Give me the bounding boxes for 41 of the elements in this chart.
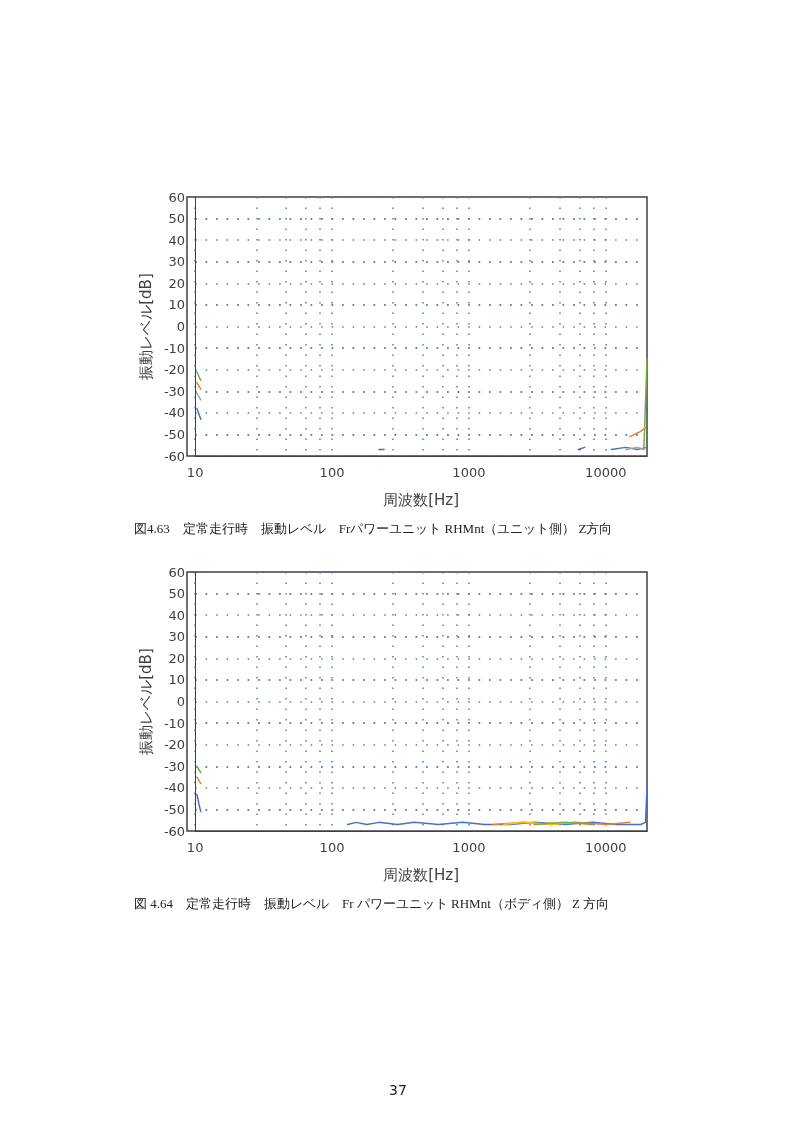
x-tick-label: 10 [186,465,204,480]
x-axis-title: 周波数[Hz] [383,490,459,509]
text: 図 4.64 定常走行時 振動レベル Fr パワーユニット RHMnt（ボディ側） Z 方向 [134,895,611,913]
x-tick-label: 1000 [452,465,486,480]
y-tick-label: -40 [163,780,186,796]
y-tick-label: -10 [163,340,186,356]
y-tick-label: -30 [163,383,186,399]
y-tick-label: -20 [163,362,186,378]
y-tick-label: -30 [163,758,186,774]
y-tick-label: -10 [163,715,186,731]
y-tick-label: 30 [168,629,186,645]
y-tick-label: -50 [163,426,186,442]
x-tick-label: 1000 [452,840,486,855]
y-tick-label: -40 [163,405,186,421]
y-tick-label: 10 [168,672,186,688]
y-tick-label: -20 [163,737,186,753]
y-tick-label: 40 [168,607,186,623]
y-tick-label: 20 [168,650,186,666]
x-tick-label: 10000 [585,840,627,855]
y-tick-label: 60 [168,189,186,205]
y-tick-label: -60 [163,448,186,464]
x-tick-label: 100 [319,465,345,480]
y-axis-title: 振動レベル[dB] [136,273,155,380]
y-tick-label: -60 [163,823,186,839]
y-tick-label: 50 [168,586,186,602]
x-tick-label: 10000 [585,465,627,480]
x-axis-title: 周波数[Hz] [383,865,459,884]
text: 37 [388,1082,408,1098]
y-tick-label: 10 [168,297,186,313]
text: 図4.63 定常走行時 振動レベル Frパワーユニット RHMnt（ユニット側） Z方向 [134,520,614,538]
y-tick-label: 60 [168,564,186,580]
x-tick-label: 100 [319,840,345,855]
y-tick-label: 0 [176,694,186,709]
y-axis-title: 振動レベル[dB] [136,648,155,755]
y-tick-label: 0 [176,319,186,334]
y-tick-label: 40 [168,232,186,248]
y-tick-label: -50 [163,801,186,817]
y-tick-label: 20 [168,275,186,291]
y-tick-label: 30 [168,254,186,270]
y-tick-label: 50 [168,211,186,227]
x-tick-label: 10 [186,840,204,855]
